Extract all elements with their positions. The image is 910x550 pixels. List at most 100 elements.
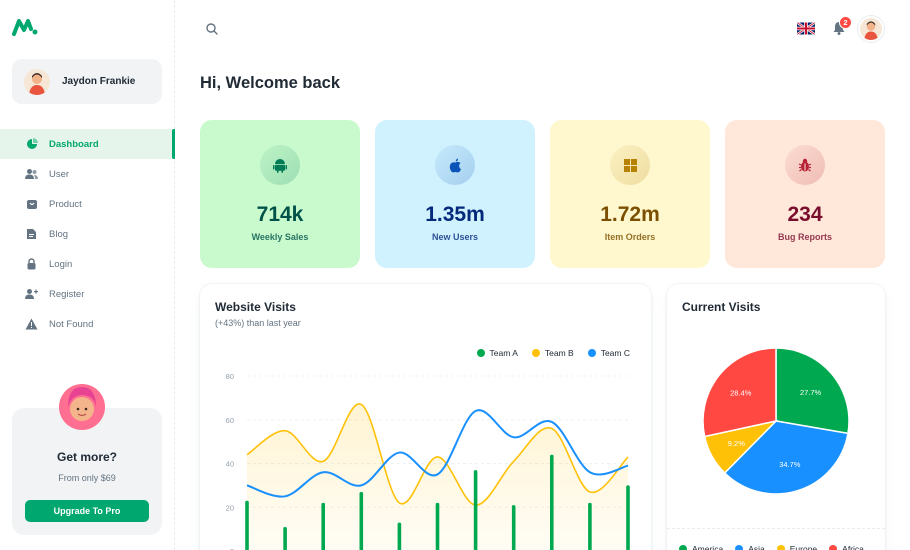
legend-marker: [587, 349, 596, 357]
page-title: Hi, Welcome back: [200, 74, 341, 92]
legend-marker: [776, 545, 785, 550]
legend-label: Africa: [842, 544, 864, 550]
sidebar-item-label: Login: [49, 258, 73, 270]
stat-card-item-orders: 1.72m Item Orders: [550, 120, 710, 268]
team-a-bar: [283, 526, 287, 550]
stat-card-weekly-sales: 714k Weekly Sales: [200, 120, 360, 268]
sidebar-item-dashboard[interactable]: Dashboard: [0, 129, 175, 159]
sidebar-item-label: Register: [49, 288, 85, 300]
sidebar-item-label: Not Found: [49, 318, 94, 330]
pie-slice: [702, 347, 777, 438]
sidebar-item-product[interactable]: Product: [0, 189, 175, 219]
stat-value: 1.72m: [600, 203, 660, 226]
website-visits-chart: 0 20 40 60 80: [226, 372, 630, 550]
legend-label: America: [692, 544, 724, 550]
avatar: [24, 68, 50, 95]
stat-value: 234: [787, 203, 823, 226]
notification-badge: 2: [839, 16, 852, 29]
document-icon: [25, 228, 38, 241]
current-visits-card: Current Visits 27.7% 34.7% 9.2% 28.4% Ameri…: [667, 284, 885, 550]
sidebar-item-user[interactable]: User: [0, 159, 175, 189]
sidebar-item-label: Product: [49, 198, 82, 210]
pie-legend-item[interactable]: Europe: [776, 544, 818, 550]
team-b-line: [246, 403, 629, 506]
shopping-bag-icon: [25, 198, 38, 211]
legend-marker: [531, 349, 540, 357]
team-a-bar: [359, 491, 364, 550]
pie-slice-label: 34.7%: [779, 460, 801, 469]
stat-label: Item Orders: [604, 232, 656, 242]
team-a-bar: [397, 522, 402, 550]
sidebar-item-label: Blog: [49, 228, 69, 240]
team-a-bar: [550, 454, 554, 550]
legend-marker: [679, 545, 687, 550]
stat-label: Weekly Sales: [251, 232, 309, 242]
team-a-bar: [511, 505, 516, 550]
legend-label: Asia: [748, 544, 765, 550]
legend-item[interactable]: Team B: [531, 348, 574, 358]
team-a-bar: [473, 470, 478, 550]
stat-card-new-users: 1.35m New Users: [375, 120, 535, 268]
website-visits-title: Website Visits: [215, 300, 296, 314]
account-card[interactable]: Jaydon Frankie: [12, 59, 162, 104]
pie-legend: America Asia Europe Africa: [679, 544, 864, 550]
legend-label: Team C: [600, 348, 630, 358]
pie-slice: [723, 420, 849, 495]
legend-item[interactable]: Team A: [476, 348, 518, 358]
dashboard-icon: [25, 138, 38, 151]
legend-marker: [735, 545, 744, 550]
sidebar: Jaydon Frankie Dashboard User Product Bl…: [0, 0, 175, 550]
y-tick-label: 40: [226, 460, 234, 469]
promo-subtitle: From only $69: [58, 473, 116, 483]
y-tick-label: 20: [226, 503, 234, 512]
legend-marker: [829, 545, 838, 550]
team-a-bar: [321, 502, 325, 550]
legend-label: Team A: [489, 348, 518, 358]
person-add-icon: [25, 288, 38, 301]
pie-slice-label: 27.7%: [800, 388, 822, 397]
upgrade-button[interactable]: Upgrade To Pro: [25, 500, 149, 522]
stat-label: Bug Reports: [778, 232, 832, 242]
team-a-bar: [435, 502, 440, 550]
sidebar-item-blog[interactable]: Blog: [0, 219, 175, 249]
search-icon[interactable]: [205, 22, 219, 36]
apple-icon: [435, 145, 475, 185]
legend-item[interactable]: Team C: [587, 348, 630, 358]
sidebar-item-label: Dashboard: [49, 138, 99, 150]
pie-slice: [775, 347, 850, 435]
sidebar-item-not-found[interactable]: Not Found: [0, 309, 175, 339]
pie-slice-label: 28.4%: [730, 389, 752, 398]
current-visits-pie-chart: 27.7% 34.7% 9.2% 28.4%: [702, 347, 850, 495]
user-name: Jaydon Frankie: [62, 76, 136, 87]
team-b-area: [247, 404, 628, 550]
english-flag-icon[interactable]: [797, 22, 815, 35]
y-tick-label: 60: [226, 416, 234, 425]
users-icon: [25, 168, 38, 181]
stat-value: 714k: [256, 203, 304, 226]
pie-legend-item[interactable]: America: [679, 544, 723, 550]
sidebar-item-login[interactable]: Login: [0, 249, 175, 279]
logo-icon[interactable]: [12, 16, 38, 38]
android-icon: [260, 145, 300, 185]
team-a-bar: [626, 485, 630, 550]
upgrade-promo: Get more? From only $69 Upgrade To Pro: [12, 384, 162, 535]
promo-title: Get more?: [56, 450, 117, 464]
sidebar-nav: Dashboard User Product Blog Login: [0, 129, 175, 339]
alert-triangle-icon: [25, 318, 38, 331]
bug-icon: [785, 145, 825, 185]
team-a-bar: [588, 502, 592, 550]
team-a-bar: [245, 500, 249, 550]
promo-illustration: [59, 384, 105, 430]
team-c-line: [246, 409, 629, 498]
legend-marker: [476, 349, 485, 357]
sidebar-item-register[interactable]: Register: [0, 279, 175, 309]
legend-label: Europe: [789, 544, 818, 550]
y-tick-label: 0: [230, 547, 234, 550]
pie-legend-item[interactable]: Asia: [735, 544, 765, 550]
divider: [667, 528, 885, 529]
windows-icon: [610, 145, 650, 185]
account-avatar[interactable]: [858, 16, 884, 42]
pie-legend-item[interactable]: Africa: [829, 544, 864, 550]
lock-icon: [25, 258, 38, 271]
stat-value: 1.35m: [425, 203, 485, 226]
